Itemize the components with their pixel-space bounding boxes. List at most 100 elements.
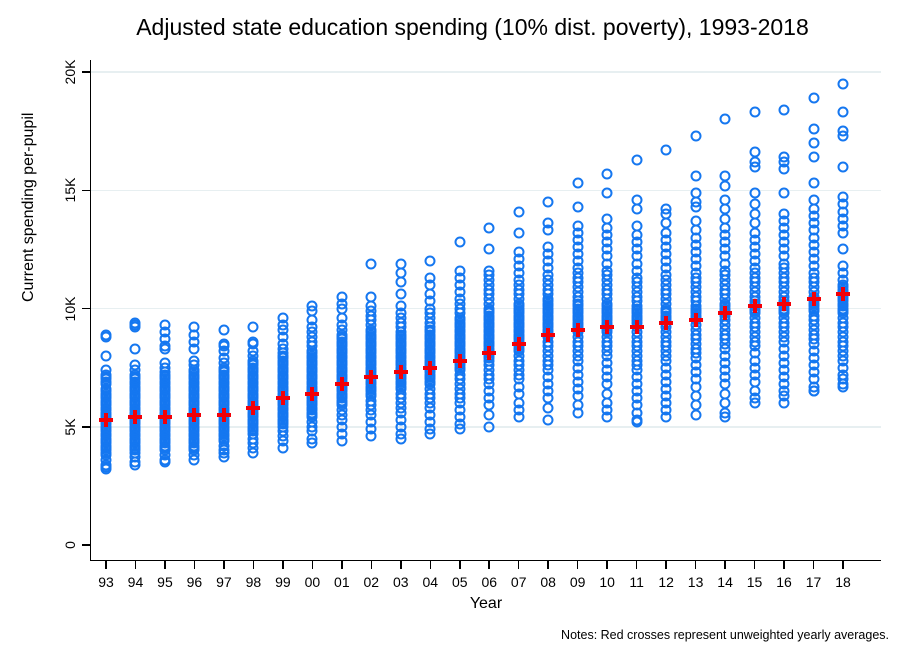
mean-cross [688,313,703,328]
x-axis-tick [459,561,461,569]
mean-cross [718,306,733,321]
x-axis-tick [694,561,697,569]
mean-cross [275,391,290,406]
data-point-circle [837,161,849,173]
data-point-circle [808,151,820,163]
x-axis-tick [134,561,137,569]
data-point-circle [542,414,554,426]
data-point-circle [129,459,141,471]
y-axis-tick [82,189,90,191]
data-point-circle [631,416,643,428]
mean-cross [570,322,585,337]
plot-area: Current spending per-pupil Year 0 5K 10K 15… [20,60,881,612]
data-point-circle [483,243,495,255]
mean-cross [836,287,850,302]
x-tick-label-10: 10 [599,574,615,590]
mean-cross [777,296,792,311]
data-point-circle [247,321,259,333]
data-point-circle [601,411,613,423]
x-axis-tick [311,561,314,569]
data-point-circle [365,430,377,442]
data-point-circle [778,163,790,175]
data-point-circle [513,411,525,423]
x-tick-label-01: 01 [334,574,350,590]
data-point-circle [749,161,761,173]
mean-cross [452,353,467,368]
mean-cross [600,320,615,335]
x-tick-label-98: 98 [245,574,262,590]
data-point-circle [277,442,289,454]
data-point-circle [454,423,466,435]
mean-cross [187,407,202,422]
mean-cross [334,377,349,392]
data-point-circle [247,447,259,459]
x-axis-tick [812,561,815,569]
data-point-circle [837,106,849,118]
mean-cross [305,386,320,401]
data-point-circle [690,409,702,421]
x-axis-tick [341,561,343,569]
x-tick-label-12: 12 [658,574,674,590]
data-point-circle [188,343,200,355]
data-point-circle [483,409,495,421]
x-axis-tick [606,561,608,569]
x-tick-label-09: 09 [569,574,586,590]
x-tick-label-13: 13 [687,574,704,590]
x-tick-label-93: 93 [98,574,114,590]
mean-cross [423,360,438,375]
data-point-circle [572,407,584,419]
data-point-circle [424,255,436,267]
x-tick-label-99: 99 [275,574,291,590]
x-axis-tick [783,561,785,569]
data-point-circle [837,243,849,255]
data-point-circle [778,187,790,199]
mean-cross [99,412,113,427]
mean-cross [246,400,261,415]
data-point-circle [808,123,820,135]
data-point-circle [129,343,141,355]
data-point-circle [631,154,643,165]
y-axis-tick [82,71,90,73]
mean-cross [629,320,644,335]
x-axis-tick [842,561,844,569]
x-axis-tick [429,561,432,569]
x-tick-label-03: 03 [393,574,409,590]
x-axis-tick [488,561,490,569]
y-tick-label: 15K [62,177,78,203]
data-point-circle [218,451,230,463]
x-tick-label-14: 14 [717,574,733,590]
y-axis-tick [82,544,90,546]
x-axis-tick [753,561,756,569]
data-point-circle [660,144,672,156]
data-point-circle [395,276,407,288]
x-tick-label-04: 04 [422,574,439,590]
x-axis-tick [252,561,255,569]
data-point-circle [719,180,731,192]
y-axis-tick [82,307,90,310]
data-point-circle [719,113,731,125]
data-point-circle [690,201,702,213]
data-point-circle [808,92,820,104]
x-axis-tick [164,561,166,569]
mean-cross [216,407,231,422]
data-point-circle [365,258,377,270]
x-tick-label-06: 06 [481,574,498,590]
data-point-circle [395,433,407,445]
mean-cross [806,292,821,307]
x-tick-label-02: 02 [363,574,380,590]
y-tick-label: 5K [62,418,78,436]
footnote: Notes: Red crosses represent unweighted … [561,628,889,642]
x-axis-tick [370,561,373,569]
data-point-circle [483,222,495,234]
data-point-circle [129,321,141,333]
x-tick-label-08: 08 [540,574,556,590]
x-tick-label-18: 18 [835,574,851,590]
data-point-circle [808,385,820,397]
mean-cross [541,327,556,342]
y-gridline [91,71,881,73]
data-point-circle [778,397,790,409]
data-point-circle [100,350,112,362]
data-point-circle [572,201,584,213]
x-axis-tick [193,561,196,569]
